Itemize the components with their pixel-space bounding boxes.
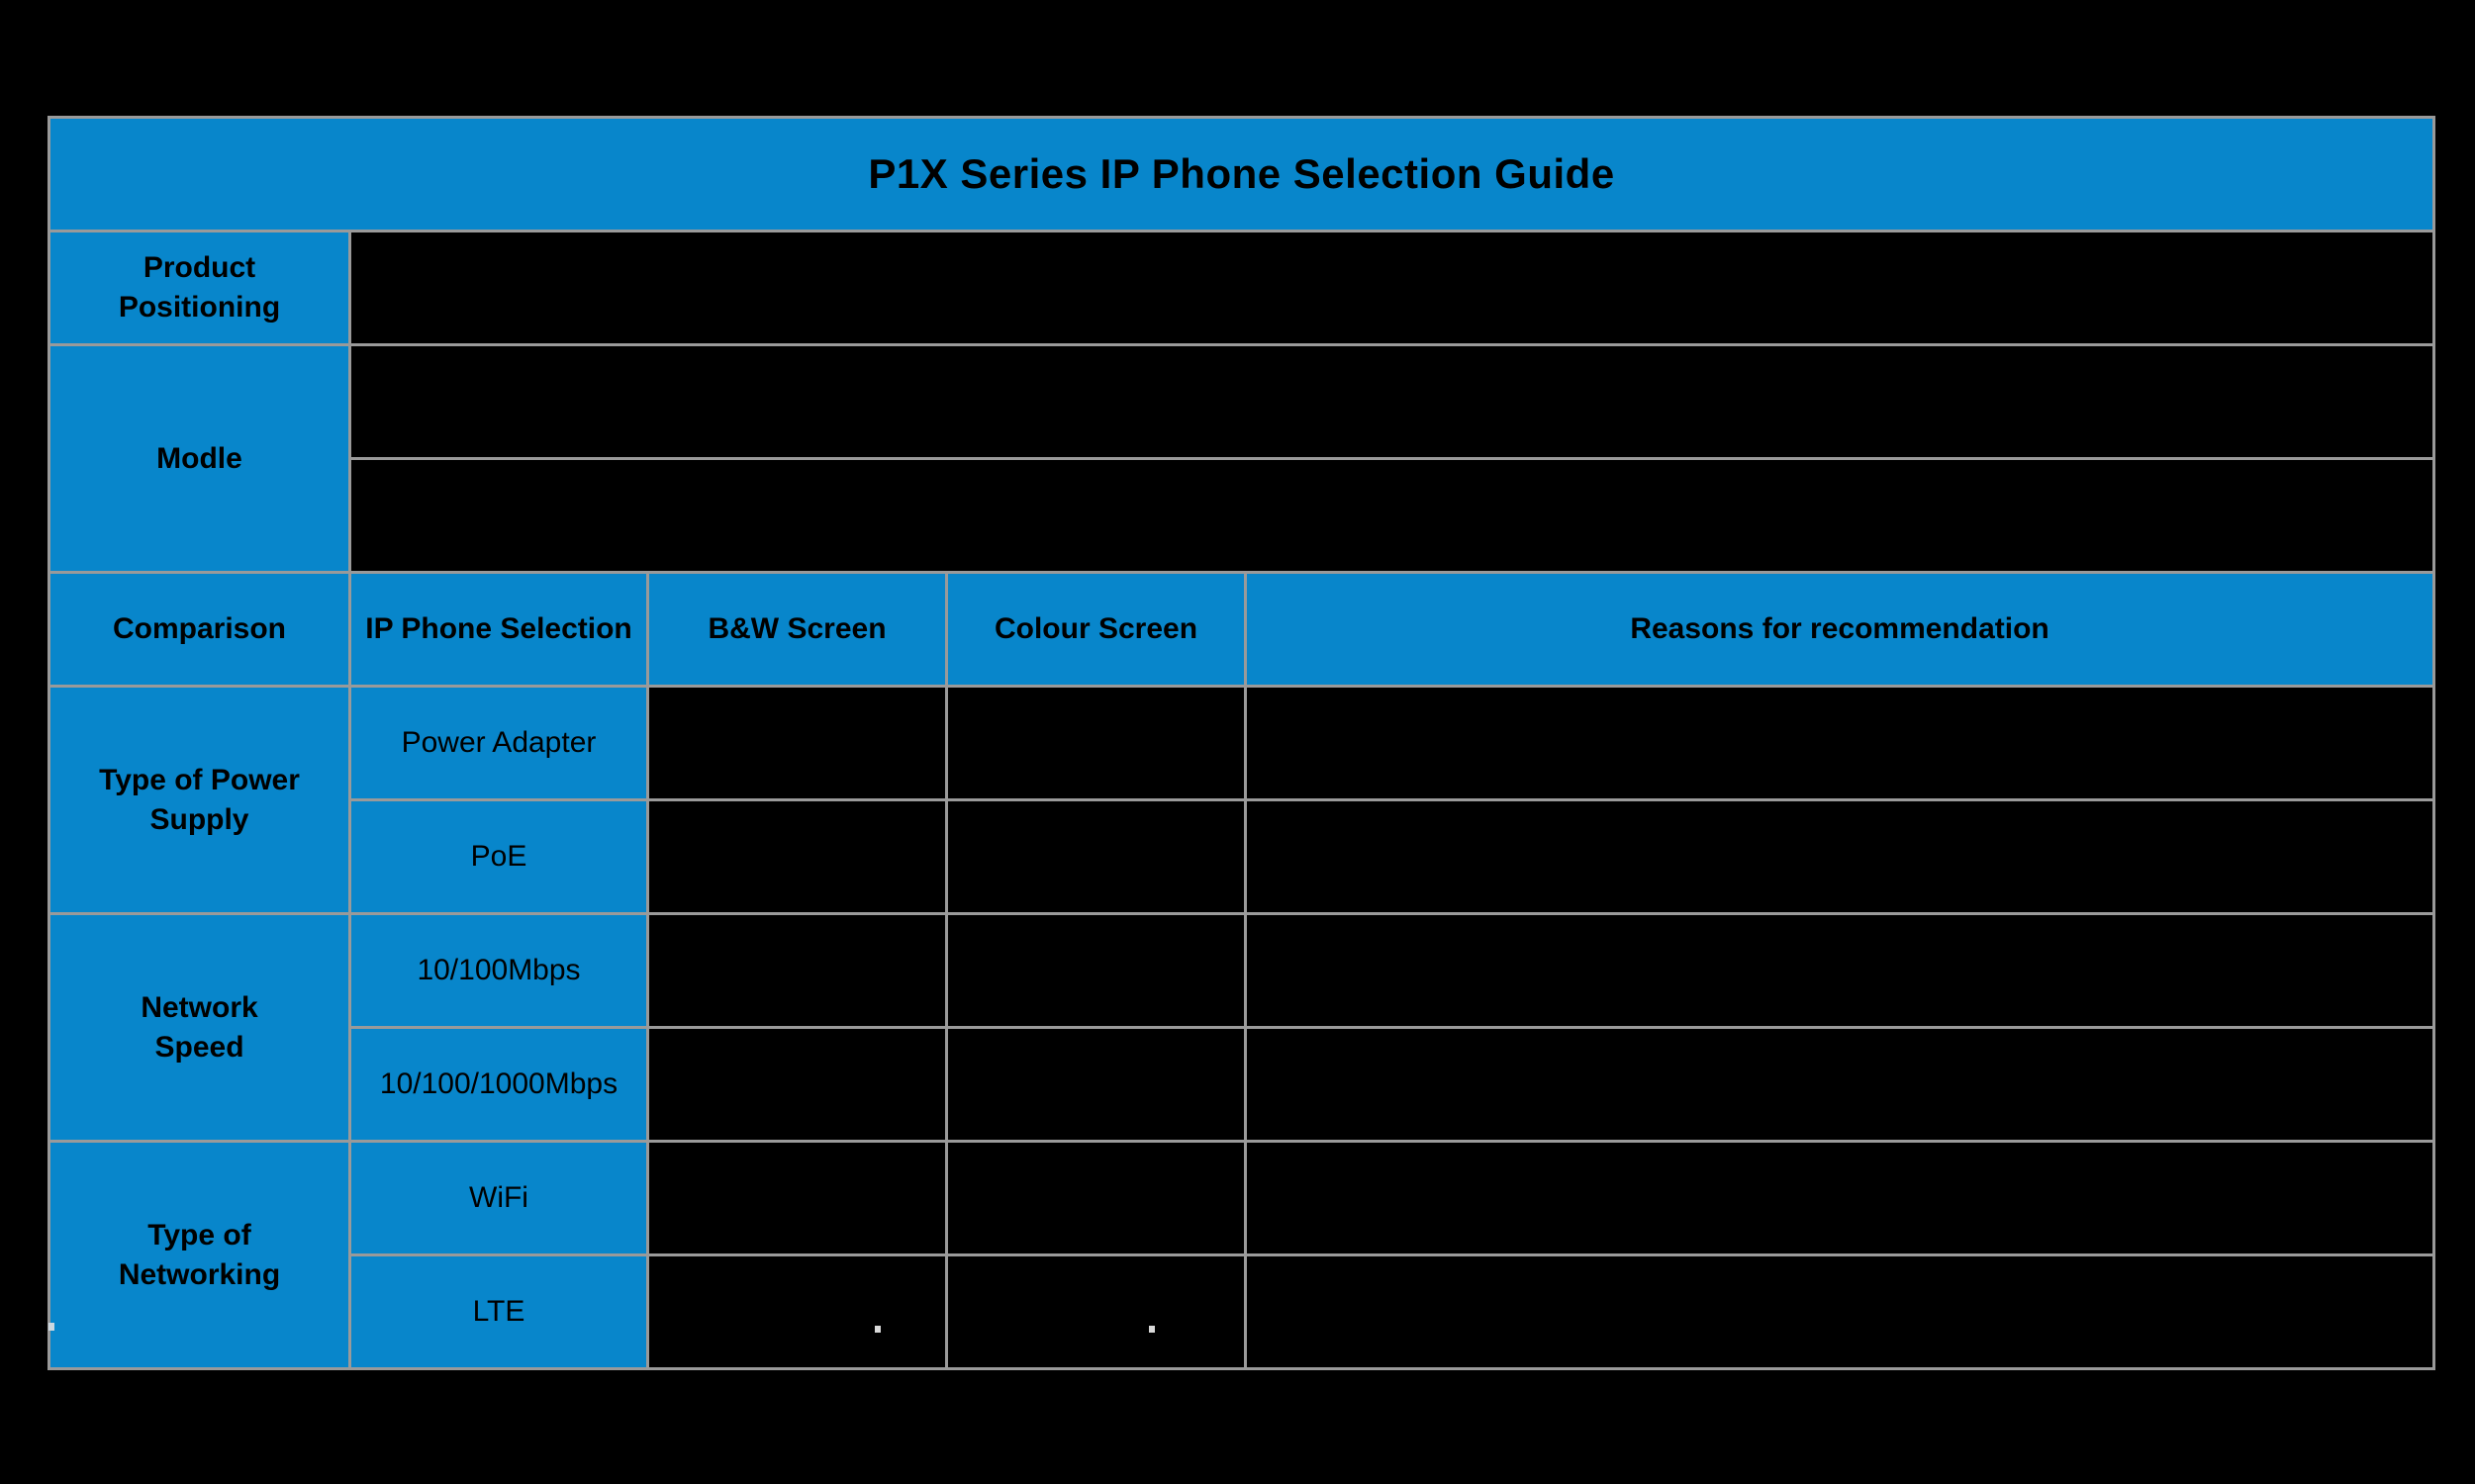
cell-bw-power-adapter [646,685,948,801]
product-positioning-label-line1: Product [143,251,256,285]
modle-row-2 [49,457,2436,574]
type-of-power-supply-label: Type of Power Supply [48,685,351,915]
option-wifi: WiFi [348,1140,649,1256]
modle-value-cell-1 [347,343,2436,460]
option-10-100-1000mbps: 10/100/1000Mbps [348,1026,649,1143]
option-lte: LTE [348,1253,649,1370]
header-reasons: Reasons for recommendation [1243,571,2436,688]
product-positioning-label-line2: Positioning [118,291,281,324]
stray-dot-left-edge [48,1323,54,1331]
wifi-row: Type of Networking WiFi [48,1140,2436,1370]
cell-reasons-wifi [1243,1140,2436,1256]
network-speed-label-line2: Speed [154,1030,244,1064]
header-comparison: Comparison [48,571,351,688]
network-speed-label-line1: Network [141,990,258,1024]
cell-reasons-10-100 [1243,912,2436,1029]
stray-dot-bw-lte [875,1326,881,1333]
lte-row: LTE [49,1253,2436,1370]
option-power-adapter: Power Adapter [348,685,649,801]
type-of-networking-label-line1: Type of [147,1218,251,1252]
product-positioning-label: Product Positioning [48,230,351,346]
cell-colour-10-100 [945,912,1247,1029]
power-adapter-row: Type of Power Supply Power Adapter [48,685,2436,915]
modle-row-1: Modle [48,343,2436,574]
product-positioning-row: Product Positioning [48,230,2436,346]
speed-10-100-1000-row: 10/100/1000Mbps [49,1026,2436,1143]
comparison-header-row: Comparison IP Phone Selection B&W Screen… [48,571,2436,688]
cell-colour-wifi [945,1140,1247,1256]
header-colour-screen: Colour Screen [945,571,1247,688]
cell-reasons-power-adapter [1243,685,2436,801]
header-ip-phone-selection: IP Phone Selection [348,571,649,688]
cell-reasons-lte [1243,1253,2436,1370]
cell-bw-wifi [646,1140,948,1256]
type-of-power-supply-label-line2: Supply [149,802,249,836]
cell-colour-10-100-1000 [945,1026,1247,1143]
modle-label-line1: Modle [156,441,242,475]
stray-dot-colour-lte [1149,1326,1155,1333]
type-of-networking-label-line2: Networking [118,1257,281,1291]
speed-10-100-row: Network Speed 10/100Mbps [48,912,2436,1143]
network-speed-label: Network Speed [48,912,351,1143]
option-10-100mbps: 10/100Mbps [348,912,649,1029]
title-row: P1X Series IP Phone Selection Guide [47,116,2436,232]
cell-colour-power-adapter [945,685,1247,801]
type-of-networking-label: Type of Networking [48,1140,351,1370]
option-poe: PoE [348,798,649,915]
cell-bw-lte [646,1253,948,1370]
modle-value-cell-2 [347,457,2436,574]
cell-colour-lte [945,1253,1247,1370]
modle-label: Modle [48,343,351,574]
type-of-power-supply-label-line1: Type of Power [99,763,300,796]
cell-bw-poe [646,798,948,915]
selection-guide-table: P1X Series IP Phone Selection Guide Prod… [47,116,2436,1370]
product-positioning-value-cell [347,230,2436,346]
cell-bw-10-100-1000 [646,1026,948,1143]
poe-row: PoE [49,798,2436,915]
cell-reasons-10-100-1000 [1243,1026,2436,1143]
cell-bw-10-100 [646,912,948,1029]
header-bw-screen: B&W Screen [646,571,948,688]
page-title: P1X Series IP Phone Selection Guide [47,116,2436,232]
cell-reasons-poe [1243,798,2436,915]
cell-colour-poe [945,798,1247,915]
